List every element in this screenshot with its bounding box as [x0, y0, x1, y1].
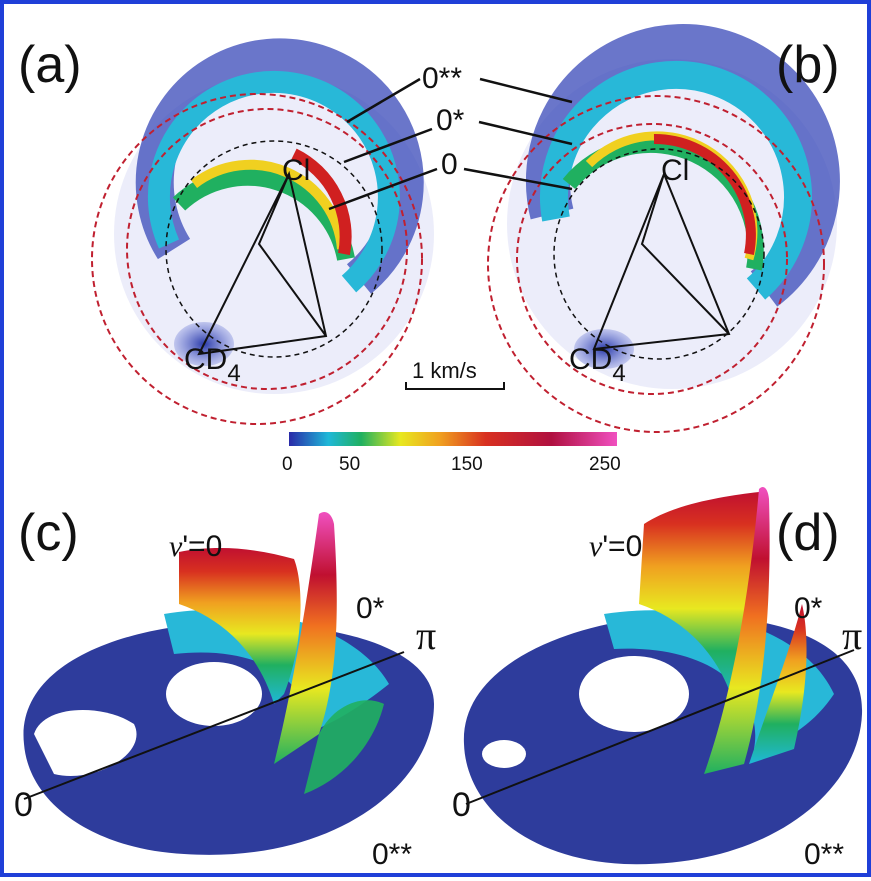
- panel-b-newton-diagram: [592, 171, 731, 351]
- colorbar-tick-250: 250: [589, 454, 621, 475]
- ring-label-single-star: 0*: [436, 104, 465, 137]
- panel-a-red-band: [291, 148, 352, 256]
- cd4-label-b-sub: 4: [612, 360, 625, 387]
- panel-d-center-hole: [579, 656, 689, 732]
- double-star-label-d: 0**: [804, 838, 844, 871]
- panel-a-outer-ring: [91, 93, 423, 425]
- v-label-c-eq: '=0: [182, 530, 222, 563]
- leader-0ss-b: [479, 77, 573, 104]
- panel-a-cyan-band: [147, 70, 400, 293]
- panel-c-peak-base: [304, 700, 384, 794]
- cd4-label-b-main: CD: [569, 343, 612, 376]
- star-label-d: 0*: [794, 592, 823, 625]
- panel-b-inner-ring: [553, 148, 765, 360]
- pi-label-d: π: [842, 613, 862, 658]
- panel-label-d: (d): [776, 504, 840, 562]
- v-label-c: v'=0: [169, 530, 222, 563]
- leader-0-a: [328, 167, 438, 211]
- panel-b-halo: [507, 59, 837, 389]
- colorbar-tick-0: 0: [282, 454, 293, 475]
- cd4-label-b: CD4: [569, 343, 626, 387]
- panel-c-main-wall: [179, 548, 301, 704]
- panel-d-peak: [704, 487, 770, 774]
- panel-c-peak: [274, 512, 337, 764]
- zero-label-c: 0: [14, 786, 33, 824]
- panel-c-surface: [23, 512, 434, 855]
- panel-d-axis: [465, 649, 855, 805]
- colorbar-tick-150: 150: [451, 454, 483, 475]
- panel-label-c: (c): [18, 504, 79, 562]
- star-label-c: 0*: [356, 592, 385, 625]
- scale-bar: 1 km/s: [405, 358, 505, 390]
- v-label-d-v: v: [589, 530, 603, 563]
- double-star-label-c: 0**: [372, 838, 412, 871]
- panel-d-secondary-peak: [749, 604, 807, 764]
- ring-leaders: [328, 77, 573, 211]
- zero-label-d: 0: [452, 786, 471, 824]
- figure-svg: (a) (b) 0** 0* 0 Cl Cl CD4 CD4 1 km/s 0 …: [14, 24, 863, 871]
- v-label-d: v'=0: [589, 530, 642, 563]
- panel-label-b: (b): [776, 36, 840, 94]
- leader-0ss-a: [346, 77, 421, 124]
- panel-a-newton-diagram: [197, 170, 328, 356]
- panel-a-image: [91, 38, 434, 425]
- leader-0-b: [463, 167, 573, 191]
- panel-b-image: [487, 24, 840, 433]
- scale-bar-line: [405, 382, 505, 390]
- leader-0s-a: [343, 127, 433, 164]
- ring-label-zero: 0: [441, 148, 458, 181]
- panel-b-outer-band: [525, 24, 840, 307]
- panel-a-middle-ring: [126, 108, 408, 390]
- cl-label-a: Cl: [282, 154, 310, 187]
- pi-label-c: π: [416, 613, 436, 658]
- cd4-label-a: CD4: [184, 343, 241, 387]
- panel-b-red-band: [653, 133, 756, 255]
- panel-b-middle-ring: [516, 123, 788, 395]
- panel-d-surface: [463, 487, 863, 865]
- colorbar-tick-50: 50: [339, 454, 360, 475]
- panel-d-main-wall: [639, 492, 761, 704]
- leader-0s-b: [478, 120, 573, 146]
- panel-d-left-hole: [482, 740, 526, 768]
- panel-a-inner-ring: [165, 140, 383, 358]
- colorbar: 0 50 150 250: [282, 432, 621, 475]
- cl-label-b: Cl: [661, 154, 689, 187]
- panel-c-left-hole: [34, 710, 137, 776]
- panel-a-yellow-band: [190, 159, 347, 250]
- v-label-c-v: v: [169, 530, 183, 563]
- panel-a-halo: [114, 74, 434, 394]
- scale-bar-label: 1 km/s: [412, 358, 477, 383]
- panel-c-center-hole: [166, 662, 262, 726]
- cd4-label-a-sub: 4: [227, 360, 240, 387]
- ring-label-double-star: 0**: [422, 62, 462, 95]
- panel-c-axis: [23, 651, 405, 800]
- panel-label-a: (a): [18, 36, 82, 94]
- v-label-d-eq: '=0: [602, 530, 642, 563]
- panel-b-outer-ring: [487, 95, 825, 433]
- panel-b-cd4-blob: [574, 329, 634, 369]
- cd4-label-a-main: CD: [184, 343, 227, 376]
- colorbar-gradient: [289, 432, 617, 446]
